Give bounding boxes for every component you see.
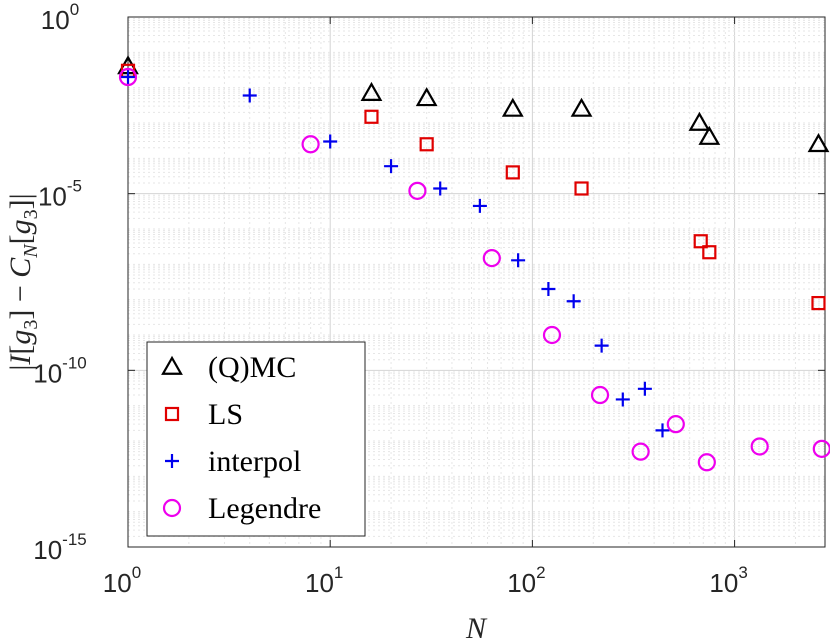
x-tick-label: 100 bbox=[103, 563, 141, 598]
data-point-circle bbox=[301, 135, 320, 154]
data-point-circle bbox=[542, 325, 562, 345]
data-point-triangle bbox=[807, 133, 830, 153]
series-legendre bbox=[118, 67, 830, 472]
plot-frame bbox=[127, 16, 826, 548]
series-interpol bbox=[121, 70, 670, 438]
data-point-plus bbox=[242, 88, 257, 103]
data-point-plus bbox=[472, 198, 487, 213]
data-point-plus bbox=[433, 181, 448, 196]
y-tick-label: 10-10 bbox=[33, 353, 87, 388]
legend: (Q)MC LS interpol Legendre bbox=[146, 341, 366, 537]
data-point-triangle bbox=[415, 87, 438, 107]
legend-label: Legendre bbox=[208, 492, 321, 525]
data-point-square bbox=[419, 137, 434, 152]
data-point-circle bbox=[697, 453, 716, 472]
legend-label: (Q)MC bbox=[208, 351, 296, 384]
data-point-triangle bbox=[360, 81, 383, 101]
data-point-circle bbox=[118, 67, 138, 87]
data-point-plus bbox=[615, 392, 630, 407]
axis-ticks: 100 101 102 103 100 10-5 10-10 10-15 bbox=[33, 0, 825, 598]
data-point-plus bbox=[121, 70, 135, 85]
data-point-circle bbox=[666, 415, 685, 434]
x-tick-label: 101 bbox=[305, 563, 343, 598]
data-point-circle bbox=[631, 442, 650, 461]
y-tick-label: 10-15 bbox=[33, 530, 87, 565]
data-point-triangle bbox=[698, 125, 721, 145]
x-tick-label: 102 bbox=[507, 563, 545, 598]
y-tick-label: 10-5 bbox=[38, 177, 82, 212]
data-point-square bbox=[574, 181, 589, 196]
legend-marker-square bbox=[164, 406, 180, 422]
legend-box bbox=[146, 341, 366, 537]
data-point-square bbox=[811, 295, 826, 311]
data-point-plus bbox=[594, 338, 609, 353]
data-point-square bbox=[364, 109, 379, 124]
data-point-plus bbox=[511, 253, 526, 268]
data-point-circle bbox=[408, 181, 427, 200]
data-point-plus bbox=[566, 294, 581, 309]
y-tick-label: 100 bbox=[41, 0, 79, 35]
x-axis-label: N bbox=[465, 612, 488, 642]
data-point-plus bbox=[323, 134, 338, 149]
x-tick-label: 103 bbox=[709, 563, 747, 598]
legend-marker-circle bbox=[162, 498, 182, 518]
legend-marker-triangle bbox=[161, 355, 183, 375]
data-point-plus bbox=[541, 282, 556, 297]
data-point-circle bbox=[750, 437, 769, 456]
data-point-plus bbox=[637, 381, 652, 396]
legend-label: interpol bbox=[208, 445, 301, 478]
legend-label: LS bbox=[208, 398, 243, 431]
data-point-plus bbox=[384, 159, 399, 174]
data-point-plus bbox=[655, 423, 670, 438]
data-point-circle bbox=[482, 249, 501, 268]
data-series bbox=[117, 55, 830, 472]
data-point-triangle bbox=[688, 111, 711, 131]
data-point-square bbox=[693, 234, 708, 249]
data-point-triangle bbox=[501, 97, 524, 117]
data-point-square bbox=[505, 165, 520, 180]
data-point-square bbox=[702, 245, 717, 260]
legend-marker-plus bbox=[165, 454, 179, 468]
data-point-triangle bbox=[570, 97, 593, 117]
y-axis-label: |I[g3] − CN[g3]| bbox=[4, 193, 42, 370]
data-point-circle bbox=[590, 385, 610, 405]
